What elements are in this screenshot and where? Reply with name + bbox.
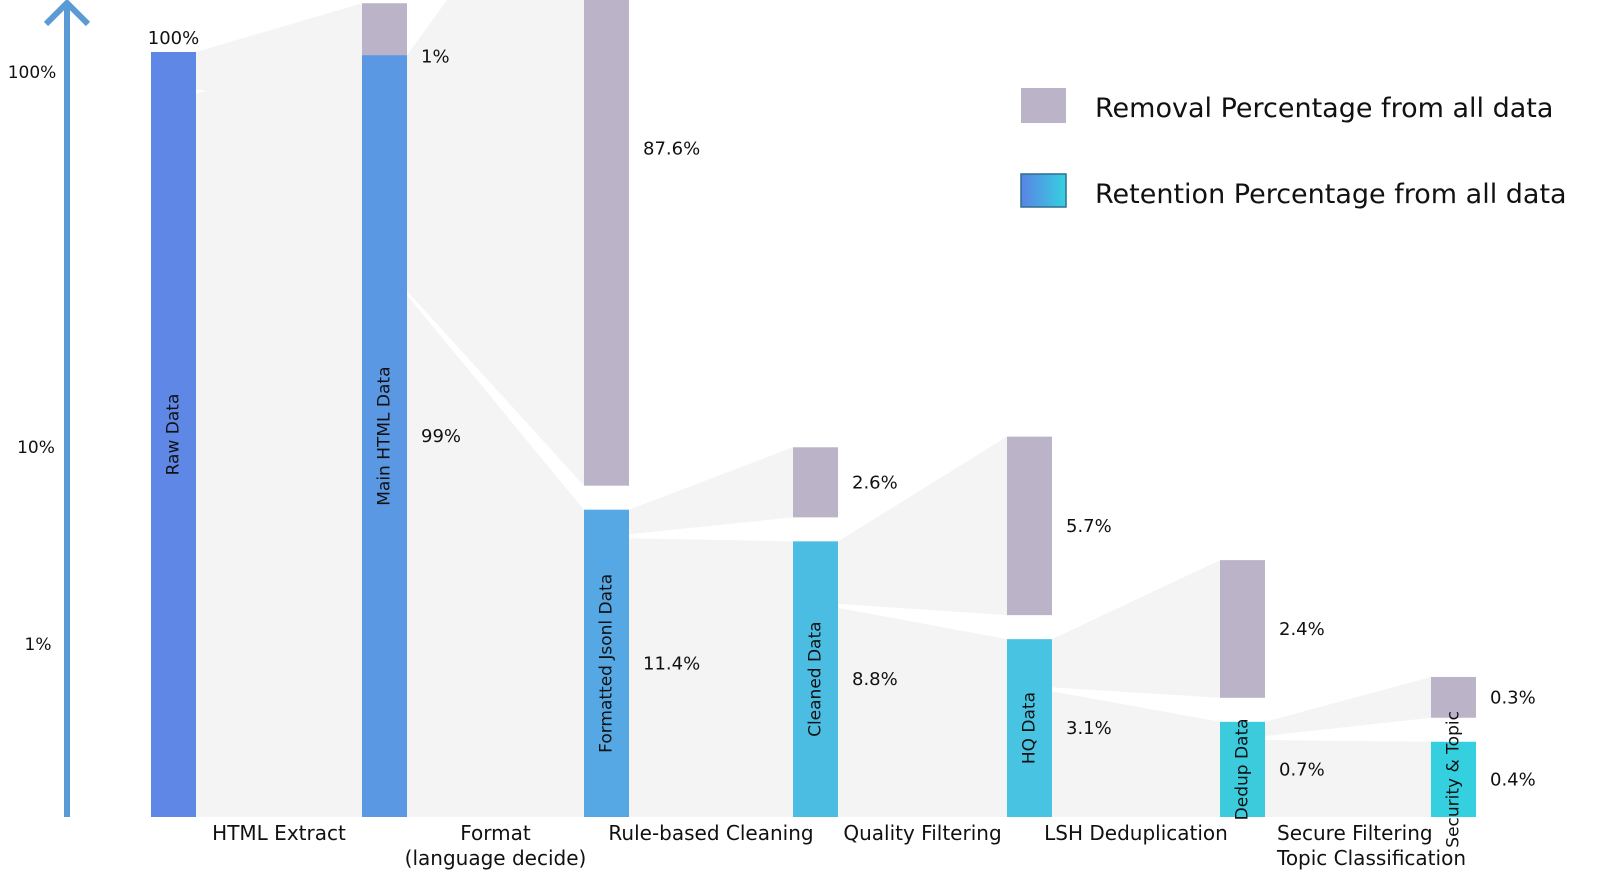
bar-label: Main HTML Data [375, 366, 395, 505]
stage-label: Secure Filtering [1277, 821, 1433, 845]
retention-value-label: 3.1% [1066, 718, 1112, 739]
legend-removal-label: Removal Percentage from all data [1095, 93, 1553, 124]
flow-to-removal [1052, 560, 1220, 698]
retention-bars: Raw Data Main HTML Data Formatted Jsonl Da… [151, 52, 1476, 848]
removal-value-label: 2.6% [852, 472, 898, 493]
removal-value-label: 0.3% [1490, 687, 1536, 708]
flow-to-removal [629, 447, 793, 535]
stage-label: HTML Extract [212, 821, 346, 845]
retention-bar [584, 509, 629, 817]
arrow-up-icon [43, 0, 91, 27]
legend-retention-swatch [1020, 173, 1067, 208]
bar-label: Cleaned Data [806, 621, 826, 737]
retention-bar [793, 541, 838, 817]
removal-value-label: 87.6% [643, 139, 700, 160]
retention-bar [1007, 639, 1052, 817]
stage-label: Format [460, 821, 531, 845]
removal-bar [584, 0, 629, 486]
flow-bands [196, 0, 1431, 818]
bar-label: Dedup Data [1233, 718, 1253, 820]
removal-bar [793, 447, 838, 518]
removal-value-label: 1% [421, 47, 450, 68]
retention-value-label: 0.7% [1279, 759, 1325, 780]
flow-to-retention [838, 607, 1007, 817]
retention-bar [151, 52, 196, 817]
retention-value-label: 100% [148, 28, 199, 49]
retention-value-label: 99% [421, 426, 461, 447]
bar-label: Raw Data [164, 394, 184, 476]
removal-bar [1007, 436, 1052, 616]
stage-labels: HTML Extract Format(language decide) Rule-… [212, 821, 1466, 870]
bar-label: Security & Topic [1444, 711, 1464, 848]
removal-value-label: 2.4% [1279, 619, 1325, 640]
stage-label: Quality Filtering [843, 821, 1001, 845]
retention-value-label: 11.4% [643, 653, 700, 674]
removal-value-label: 5.7% [1066, 516, 1112, 537]
retention-value-label: 8.8% [852, 669, 898, 690]
stage-label: LSH Deduplication [1044, 821, 1228, 845]
removal-bar [1431, 676, 1476, 718]
retention-bar [1220, 721, 1265, 817]
y-axis: 100% 10% 1% [8, 0, 91, 817]
retention-bar [1431, 741, 1476, 817]
retention-bar [362, 55, 407, 818]
flow-to-removal [1265, 676, 1431, 737]
bar-label: Formatted Jsonl Data [597, 574, 617, 753]
y-tick-10: 10% [17, 438, 55, 458]
y-tick-1: 1% [25, 635, 52, 655]
y-tick-100: 100% [8, 63, 57, 83]
value-labels: 100% 1% 99% 87.6% 11.4% 2.6% 8.8% 5.7% 3.1% 2.4% 0… [148, 28, 1536, 790]
stage-label: (language decide) [405, 846, 587, 870]
legend-removal-swatch [1021, 88, 1066, 123]
flow-to-retention [1265, 740, 1431, 817]
flow-to-retention [629, 538, 793, 817]
retention-value-label: 0.4% [1490, 769, 1536, 790]
flow-to-retention [407, 295, 584, 817]
legend-retention-label: Retention Percentage from all data [1095, 179, 1567, 210]
legend: Removal Percentage from all data Retenti… [1020, 88, 1567, 210]
stage-label: Rule-based Cleaning [608, 821, 813, 845]
flow-to-removal [407, 0, 584, 486]
flow-to-retention [196, 55, 362, 818]
flow-to-retention [1052, 691, 1220, 817]
flow-to-removal [838, 436, 1007, 616]
removal-bars [362, 0, 1476, 718]
bar-label: HQ Data [1020, 692, 1040, 764]
removal-bar [1220, 560, 1265, 698]
stage-label: Topic Classification [1276, 846, 1466, 870]
